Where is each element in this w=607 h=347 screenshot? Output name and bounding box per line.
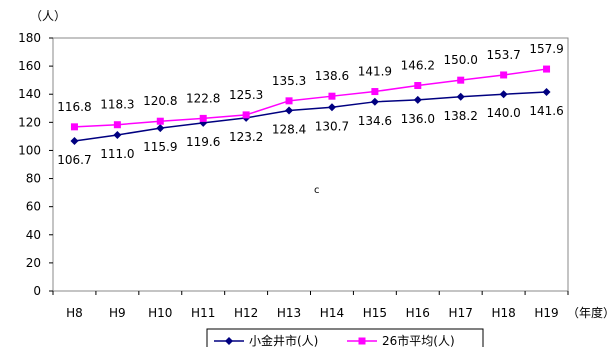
y-tick-label: 80 — [26, 172, 41, 186]
data-label: 123.2 — [229, 130, 263, 144]
data-point — [542, 87, 551, 96]
chart-annotation: c — [314, 185, 320, 196]
y-tick-label: 160 — [18, 59, 41, 73]
x-tick-label: H13 — [277, 306, 301, 320]
data-label: 122.8 — [186, 91, 220, 105]
data-point — [156, 124, 165, 133]
data-point — [285, 97, 293, 105]
data-label: 138.6 — [315, 69, 349, 83]
legend-item-2: 26市平均(人) — [347, 333, 455, 347]
data-label: 116.8 — [57, 100, 91, 114]
legend-label: 26市平均(人) — [382, 333, 455, 347]
x-tick-label: H8 — [66, 306, 83, 320]
x-tick-label: H18 — [491, 306, 515, 320]
data-point — [199, 114, 207, 122]
legend: 小金井市(人) 26市平均(人) — [206, 328, 484, 347]
y-tick-label: 40 — [26, 228, 41, 242]
data-label: 115.9 — [143, 140, 177, 154]
data-label: 141.9 — [358, 65, 392, 79]
data-label: 111.0 — [100, 147, 134, 161]
data-label: 128.4 — [272, 123, 306, 137]
data-point — [370, 97, 379, 106]
data-label: 138.2 — [444, 109, 478, 123]
y-tick-label: 120 — [18, 115, 41, 129]
series-line — [74, 68, 547, 128]
y-tick-label: 140 — [18, 87, 41, 101]
series-layer: 106.7 111.0 115.9 119.6 123.2 128.4 130.7 134.6… — [57, 42, 563, 167]
data-point — [113, 121, 121, 129]
data-point — [327, 103, 336, 112]
legend-label: 小金井市(人) — [249, 333, 318, 347]
legend-marker — [358, 337, 366, 345]
data-label: 119.6 — [186, 135, 220, 149]
y-tick-label: 100 — [18, 143, 41, 157]
data-label: 157.9 — [529, 42, 563, 56]
data-point — [543, 65, 551, 73]
data-point — [414, 82, 422, 90]
data-point — [456, 92, 465, 101]
data-point — [156, 117, 164, 125]
data-label: 141.6 — [529, 104, 563, 118]
data-point — [285, 106, 294, 115]
x-tick-label: H16 — [406, 306, 430, 320]
data-label: 153.7 — [486, 48, 520, 62]
series-line — [74, 91, 547, 142]
data-label: 135.3 — [272, 74, 306, 88]
y-axis: 0 20 40 60 80 100 120 140 160 180 — [18, 31, 53, 298]
series-2: 116.8 118.3 120.8 122.8 125.3 135.3 138.6 141.9… — [57, 42, 564, 131]
x-tick-label: H15 — [363, 306, 387, 320]
legend-box — [206, 328, 484, 347]
data-label: 136.0 — [401, 112, 435, 126]
data-point — [500, 71, 508, 79]
x-tick-label: H10 — [148, 306, 172, 320]
data-label: 120.8 — [143, 94, 177, 108]
data-label: 150.0 — [444, 53, 478, 67]
x-tick-label: H11 — [191, 306, 215, 320]
x-tick-label: H14 — [320, 306, 344, 320]
y-axis-unit-label: （人） — [30, 9, 66, 23]
x-tick-label: H17 — [449, 306, 473, 320]
data-point — [70, 137, 79, 146]
x-axis: H8 H9 H10 H11 H12 H13 H14 H15 H16 H17 H18 H19 — [52, 291, 569, 320]
y-tick-label: 180 — [18, 31, 41, 45]
data-label: 118.3 — [100, 98, 134, 112]
y-tick-label: 60 — [26, 200, 41, 214]
legend-item-1: 小金井市(人) — [214, 333, 318, 347]
data-point — [242, 111, 250, 119]
data-point — [113, 130, 122, 139]
x-axis-unit-label: （年度） — [567, 305, 607, 320]
data-point — [413, 95, 422, 104]
data-point — [328, 92, 336, 100]
data-label: 130.7 — [315, 119, 349, 133]
data-point — [499, 90, 508, 99]
data-label: 140.0 — [486, 106, 520, 120]
y-tick-label: 0 — [33, 284, 41, 298]
x-tick-label: H19 — [534, 306, 558, 320]
data-point — [371, 88, 379, 96]
data-label: 146.2 — [401, 59, 435, 73]
x-tick-label: H9 — [109, 306, 126, 320]
y-tick-label: 20 — [26, 256, 41, 270]
data-label: 125.3 — [229, 88, 263, 102]
data-point — [457, 76, 465, 84]
data-label: 106.7 — [57, 153, 91, 167]
legend-marker — [225, 337, 233, 345]
x-tick-label: H12 — [234, 306, 258, 320]
data-point — [70, 123, 78, 131]
data-label: 134.6 — [358, 114, 392, 128]
